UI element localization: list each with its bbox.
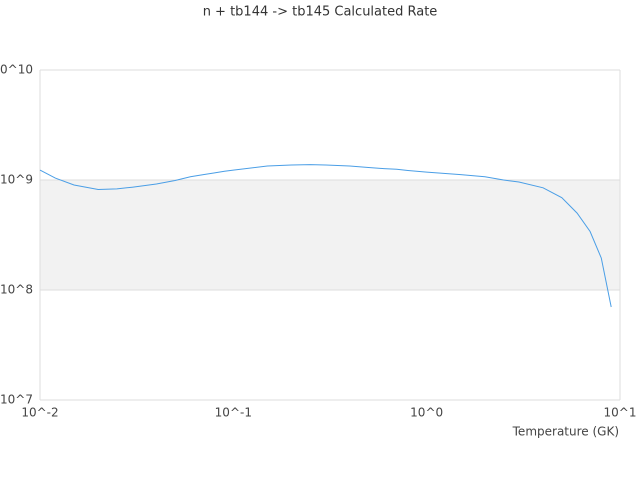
y-tick-label: 10^8 (0, 283, 33, 297)
x-tick-label: 10^0 (410, 406, 443, 420)
x-tick-label: 10^1 (604, 406, 637, 420)
grid-band (40, 180, 620, 290)
x-tick-label: 10^-1 (215, 406, 252, 420)
y-tick-label: 10^7 (0, 393, 33, 407)
x-axis-label: Temperature (GK) (512, 425, 619, 439)
chart-title: n + tb144 -> tb145 Calculated Rate (203, 5, 438, 20)
line (39, 164, 612, 308)
y-tick-label: 10^9 (0, 173, 33, 187)
x-tick-label: 10^-2 (21, 406, 58, 420)
y-tick-label: 10^10 (0, 63, 33, 77)
